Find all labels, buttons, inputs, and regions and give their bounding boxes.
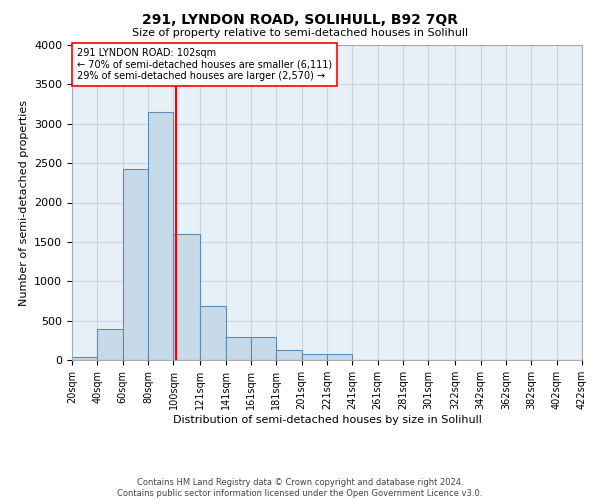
Bar bbox=[173, 234, 200, 360]
Bar bbox=[123, 168, 148, 360]
Y-axis label: Number of semi-detached properties: Number of semi-detached properties bbox=[19, 100, 29, 306]
Bar bbox=[226, 337, 251, 360]
X-axis label: Distribution of semi-detached houses by size in Solihull: Distribution of semi-detached houses by … bbox=[173, 414, 481, 424]
Bar bbox=[276, 350, 302, 360]
Bar bbox=[302, 354, 327, 360]
Bar bbox=[327, 354, 352, 360]
Text: 291 LYNDON ROAD: 102sqm
← 70% of semi-detached houses are smaller (6,111)
29% of: 291 LYNDON ROAD: 102sqm ← 70% of semi-de… bbox=[77, 48, 332, 82]
Bar bbox=[148, 112, 173, 360]
Bar bbox=[200, 306, 226, 360]
Bar bbox=[97, 330, 123, 360]
Bar bbox=[72, 357, 97, 360]
Text: Size of property relative to semi-detached houses in Solihull: Size of property relative to semi-detach… bbox=[132, 28, 468, 38]
Text: 291, LYNDON ROAD, SOLIHULL, B92 7QR: 291, LYNDON ROAD, SOLIHULL, B92 7QR bbox=[142, 12, 458, 26]
Bar bbox=[251, 337, 276, 360]
Text: Contains HM Land Registry data © Crown copyright and database right 2024.
Contai: Contains HM Land Registry data © Crown c… bbox=[118, 478, 482, 498]
